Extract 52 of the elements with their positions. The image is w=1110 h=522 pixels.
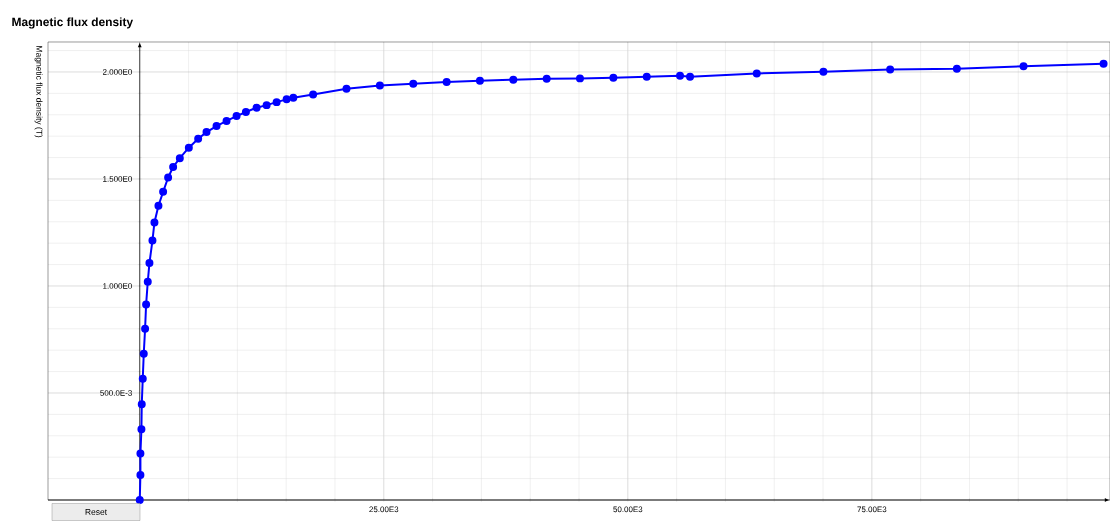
point — [184, 143, 193, 152]
point — [262, 101, 271, 110]
point — [194, 134, 203, 143]
text: Reset — [85, 509, 107, 515]
point — [232, 112, 241, 121]
point — [542, 74, 551, 83]
point — [145, 259, 154, 268]
point — [148, 236, 157, 245]
point — [752, 69, 761, 78]
point — [342, 84, 351, 93]
point — [252, 103, 261, 112]
y-axis-title: Magnetic flux density (T) — [34, 46, 43, 138]
point — [1099, 59, 1108, 68]
point — [222, 116, 231, 125]
point — [375, 81, 384, 90]
point — [952, 64, 961, 73]
point — [1019, 62, 1028, 71]
point — [609, 73, 618, 82]
point — [886, 65, 895, 74]
point — [175, 154, 184, 163]
point — [141, 324, 150, 333]
point — [642, 72, 651, 81]
point — [138, 374, 147, 383]
point — [139, 349, 148, 358]
point — [135, 496, 144, 504]
point — [309, 90, 318, 99]
point — [686, 72, 695, 81]
point — [289, 93, 298, 102]
point — [137, 425, 146, 434]
point — [154, 201, 163, 210]
point — [282, 95, 291, 104]
point — [409, 79, 418, 88]
point — [137, 400, 146, 409]
point — [159, 187, 168, 196]
point — [150, 218, 159, 227]
point — [142, 300, 151, 309]
point — [676, 71, 685, 80]
chart-title: Magnetic flux density — [12, 17, 134, 29]
point — [136, 449, 145, 458]
point — [212, 122, 221, 131]
point — [509, 75, 518, 84]
point — [202, 128, 211, 137]
point — [136, 470, 145, 479]
point — [164, 173, 173, 182]
point — [272, 98, 281, 107]
point — [241, 107, 250, 116]
point — [143, 277, 152, 286]
point — [442, 78, 451, 86]
point — [576, 74, 584, 83]
point — [819, 67, 828, 76]
point — [169, 163, 178, 171]
point — [475, 76, 484, 85]
